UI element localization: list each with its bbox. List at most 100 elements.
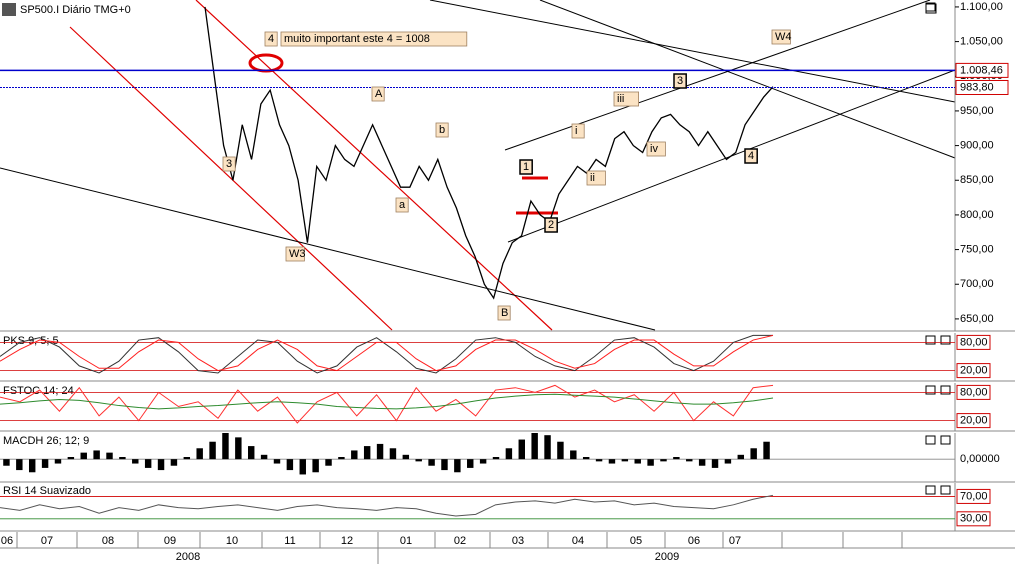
annotation-box bbox=[571, 123, 585, 139]
histogram-bar bbox=[673, 457, 680, 460]
histogram-bar bbox=[621, 459, 629, 462]
series-group bbox=[3, 433, 770, 475]
wave-label: 3 bbox=[677, 75, 683, 87]
histogram-bar bbox=[531, 433, 538, 460]
histogram-bar bbox=[686, 459, 693, 462]
histogram-bar bbox=[647, 459, 654, 466]
year-label: 2008 bbox=[176, 551, 200, 563]
histogram-bar bbox=[570, 450, 577, 460]
y-tick-label: 20,00 bbox=[960, 365, 988, 377]
histogram-bar bbox=[415, 459, 422, 462]
series-line bbox=[204, 6, 774, 300]
wave-label: muito important este 4 = 1008 bbox=[284, 33, 430, 45]
panel-button[interactable] bbox=[940, 385, 951, 395]
wave-label: a bbox=[399, 199, 406, 211]
panel-button[interactable] bbox=[940, 335, 951, 345]
wave-label: i bbox=[575, 125, 577, 137]
wave-label: iv bbox=[650, 143, 658, 155]
histogram-bar bbox=[454, 459, 461, 473]
series-group bbox=[0, 494, 774, 517]
histogram-bar bbox=[428, 459, 435, 466]
annotation-box bbox=[544, 217, 558, 233]
symbol-icon[interactable] bbox=[2, 3, 16, 16]
level-box bbox=[956, 413, 991, 429]
y-tick-label: 80,00 bbox=[960, 336, 988, 348]
annotation-box bbox=[264, 31, 278, 47]
black-trendline bbox=[429, 0, 956, 103]
annotation-box bbox=[673, 73, 687, 89]
wave-label: W4 bbox=[775, 31, 792, 43]
histogram-bar bbox=[248, 446, 255, 460]
histogram-bar bbox=[299, 459, 306, 475]
indicator-title: MACDH 26; 12; 9 bbox=[3, 435, 89, 447]
level-box bbox=[956, 511, 991, 527]
histogram-bar bbox=[363, 446, 371, 460]
histogram-bar bbox=[389, 448, 397, 460]
histogram-bar bbox=[557, 441, 564, 460]
panel-button[interactable] bbox=[925, 385, 936, 395]
y-tick-label: 1.050,00 bbox=[960, 36, 1003, 48]
wave-label: 2 bbox=[548, 219, 554, 231]
series-line bbox=[0, 334, 774, 372]
annotation-box bbox=[744, 148, 758, 164]
panel-button[interactable] bbox=[925, 485, 936, 495]
panel-button[interactable] bbox=[925, 435, 936, 445]
histogram-bar bbox=[170, 459, 178, 466]
month-label: 01 bbox=[400, 535, 412, 547]
histogram-bar bbox=[467, 459, 474, 468]
histogram-bar bbox=[16, 459, 23, 471]
panel-button[interactable] bbox=[940, 435, 951, 445]
price-label: 1.008,46 bbox=[960, 64, 1003, 76]
histogram-bar bbox=[286, 459, 294, 471]
histogram-bar bbox=[750, 448, 757, 460]
month-label: 02 bbox=[454, 535, 466, 547]
histogram-bar bbox=[737, 454, 745, 460]
panel-button[interactable] bbox=[925, 335, 936, 345]
wave-label: 1 bbox=[523, 161, 529, 173]
wave-label: 4 bbox=[748, 150, 754, 162]
histogram-bar bbox=[273, 459, 281, 464]
annotation-box bbox=[371, 86, 385, 102]
histogram-bar bbox=[608, 459, 616, 464]
month-label: 07 bbox=[41, 535, 53, 547]
y-tick-label: 650,00 bbox=[960, 313, 994, 325]
histogram-bar bbox=[582, 457, 590, 460]
wave-label: iii bbox=[617, 93, 624, 105]
y-tick-label: 0,00000 bbox=[960, 453, 1000, 465]
wave-label: W3 bbox=[289, 248, 306, 260]
month-label: 12 bbox=[341, 535, 353, 547]
histogram-bar bbox=[338, 457, 345, 460]
y-tick-label: 950,00 bbox=[960, 105, 994, 117]
annotation-box bbox=[771, 29, 791, 45]
histogram-bar bbox=[660, 459, 667, 462]
histogram-bar bbox=[144, 459, 152, 468]
histogram-bar bbox=[3, 459, 10, 466]
price-label: 983,80 bbox=[960, 81, 994, 93]
month-label: 05 bbox=[630, 535, 642, 547]
histogram-bar bbox=[698, 459, 706, 466]
histogram-bar bbox=[544, 435, 551, 460]
black-trendline bbox=[0, 167, 656, 331]
month-label: 06 bbox=[688, 535, 700, 547]
histogram-bar bbox=[724, 459, 732, 464]
price-label-box bbox=[955, 62, 1009, 78]
top-button[interactable] bbox=[925, 3, 937, 14]
month-label: 08 bbox=[102, 535, 114, 547]
panel-button[interactable] bbox=[940, 485, 951, 495]
histogram-bar bbox=[634, 459, 641, 464]
annotation-box bbox=[646, 141, 666, 157]
histogram-bar bbox=[222, 433, 229, 460]
y-tick-label: 80,00 bbox=[960, 386, 988, 398]
month-label: 10 bbox=[226, 535, 238, 547]
y-tick-label: 750,00 bbox=[960, 243, 994, 255]
level-box bbox=[956, 334, 991, 350]
red-channel-line bbox=[69, 26, 393, 331]
histogram-bar bbox=[351, 450, 358, 460]
y-tick-label: 700,00 bbox=[960, 278, 994, 290]
histogram-bar bbox=[325, 459, 332, 466]
histogram-bar bbox=[93, 450, 100, 460]
histogram-bar bbox=[402, 454, 410, 460]
histogram-bar bbox=[312, 459, 319, 473]
